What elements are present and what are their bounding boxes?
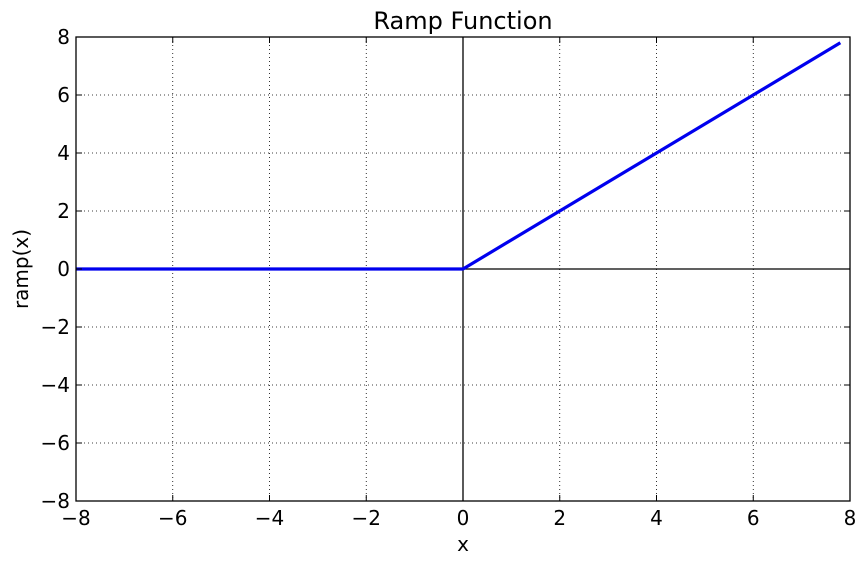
y-tick-label: 2 [57, 199, 70, 223]
x-tick-label: −8 [61, 506, 90, 530]
x-axis-label: x [457, 532, 469, 556]
y-tick-label: 6 [57, 83, 70, 107]
x-tick-label: 0 [457, 506, 470, 530]
y-tick-label: 0 [57, 257, 70, 281]
x-tick-label: 2 [553, 506, 566, 530]
y-tick-label: −8 [41, 489, 70, 513]
y-tick-label: −6 [41, 431, 70, 455]
x-tick-label: 4 [650, 506, 663, 530]
x-tick-label: 6 [747, 506, 760, 530]
y-axis-ticks: −8 −6 −4 −2 0 2 4 6 8 [41, 25, 850, 513]
x-tick-label: 8 [844, 506, 857, 530]
y-tick-label: −4 [41, 373, 70, 397]
series-layer [76, 41, 842, 271]
y-axis-label: ramp(x) [9, 229, 33, 309]
series-line-1 [76, 41, 842, 271]
y-tick-label: 4 [57, 141, 70, 165]
x-tick-label: −6 [158, 506, 187, 530]
chart-title: Ramp Function [373, 7, 552, 35]
x-tick-label: −2 [352, 506, 381, 530]
x-axis-ticks: −8 −6 −4 −2 0 2 4 6 8 [61, 37, 856, 530]
y-tick-label: 8 [57, 25, 70, 49]
x-tick-label: −4 [255, 506, 284, 530]
y-tick-label: −2 [41, 315, 70, 339]
